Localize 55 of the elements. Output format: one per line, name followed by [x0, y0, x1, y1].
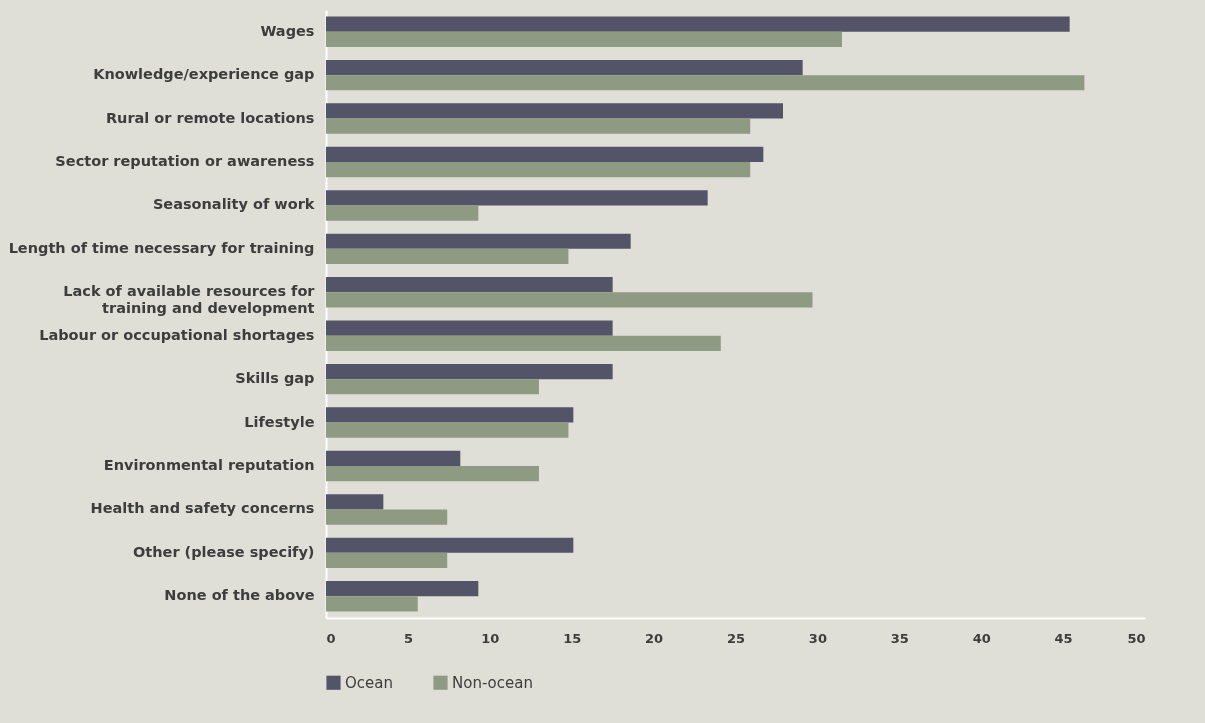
bar	[326, 335, 721, 351]
bar	[326, 407, 574, 423]
bar	[326, 292, 813, 308]
bar	[326, 31, 842, 47]
bar	[326, 205, 479, 221]
y-tick-label: Rural or remote locations	[105, 109, 315, 126]
y-tick-label: Other (please specify)	[132, 543, 315, 560]
y-tick-label: Length of time necessary for training	[8, 239, 315, 256]
y-tick-label: Labour or occupational shortages	[39, 326, 315, 343]
legend-label: Non-ocean	[452, 673, 533, 692]
bar	[326, 552, 448, 569]
y-tick-label: Knowledge/experience gap	[93, 66, 315, 83]
bar	[326, 233, 631, 249]
bar	[326, 363, 613, 380]
bar	[326, 466, 539, 482]
bar	[326, 190, 708, 206]
bar	[326, 59, 803, 76]
x-tick-label: 45	[1054, 630, 1073, 646]
y-tick-label: Wages	[260, 22, 315, 39]
bar	[326, 146, 764, 162]
x-tick-label: 35	[890, 630, 909, 646]
x-tick-label: 15	[563, 630, 582, 646]
bar	[326, 277, 613, 293]
y-tick-label: Sector reputation or awareness	[55, 153, 315, 169]
bar	[326, 509, 448, 525]
y-tick-label: Skills gap	[235, 370, 315, 387]
bar	[326, 596, 418, 612]
bar	[326, 162, 751, 178]
y-tick-label: Environmental reputation	[103, 457, 315, 473]
bar	[326, 422, 569, 438]
y-tick-label: Lack of available resources for training and development	[63, 283, 316, 317]
bar	[326, 16, 1070, 32]
y-tick-label: None of the above	[164, 587, 315, 604]
bar	[326, 320, 613, 336]
x-tick-label: 30	[808, 630, 827, 646]
bar	[326, 103, 783, 119]
y-tick-label: Health and safety concerns	[90, 500, 315, 517]
x-tick-label: 5	[403, 630, 413, 646]
y-tick-label: Lifestyle	[244, 413, 315, 430]
bar	[326, 581, 479, 597]
bar	[326, 248, 569, 265]
y-tick-label: Seasonality of work	[152, 196, 315, 213]
x-tick-label: 25	[726, 630, 746, 646]
bar	[326, 537, 574, 553]
bar	[326, 75, 1085, 91]
bar	[326, 118, 751, 134]
x-tick-label: 10	[481, 630, 500, 646]
legend-label: Ocean	[345, 673, 393, 692]
x-tick-label: 0	[326, 630, 336, 646]
bar	[326, 379, 539, 395]
bar	[326, 450, 461, 466]
x-tick-label: 40	[972, 630, 991, 646]
x-tick-label: 20	[645, 630, 664, 646]
x-tick-label: 50	[1127, 630, 1146, 646]
bar	[326, 494, 384, 510]
